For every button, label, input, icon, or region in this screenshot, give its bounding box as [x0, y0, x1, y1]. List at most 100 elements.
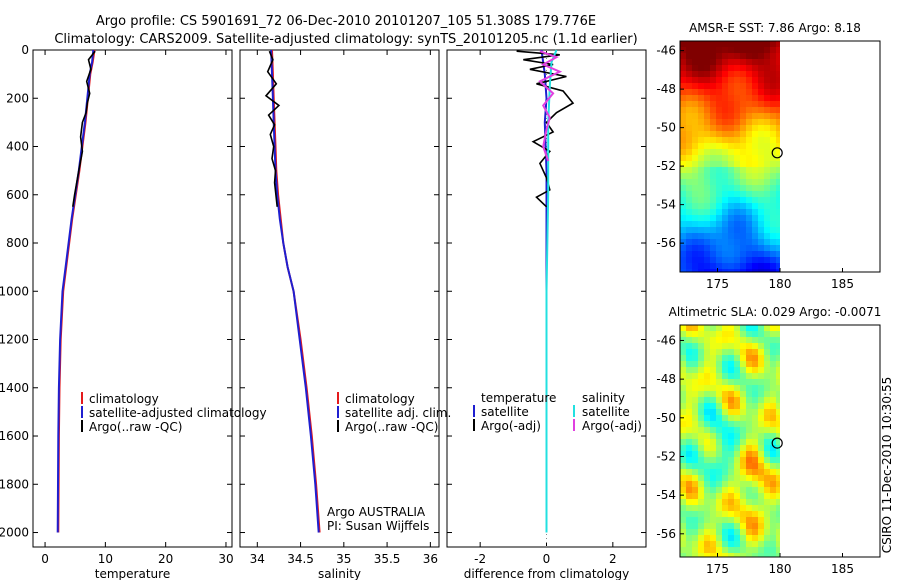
heatmap-cell — [752, 269, 758, 272]
heatmap-cell — [698, 505, 704, 511]
heatmap-cell — [758, 89, 764, 95]
heatmap-cell — [746, 269, 752, 272]
heatmap-cell — [722, 53, 728, 59]
heatmap-cell — [680, 269, 686, 272]
heatmap-cell — [686, 397, 692, 403]
heatmap-cell — [686, 263, 692, 269]
heatmap-cell — [716, 197, 722, 203]
sla-map-panel: Altimetric SLA: 0.029 Argo: -0.0071 175 18… — [656, 305, 881, 576]
heatmap-cell — [680, 439, 686, 445]
heatmap-cell — [716, 263, 722, 269]
heatmap-cell — [704, 421, 710, 427]
heatmap-cell — [746, 131, 752, 137]
heatmap-cell — [722, 439, 728, 445]
heatmap-cell — [704, 541, 710, 547]
heatmap-cell — [698, 367, 704, 373]
heatmap-cell — [728, 47, 734, 53]
heatmap-cell — [722, 487, 728, 493]
heatmap-cell — [710, 355, 716, 361]
heatmap-cell — [716, 409, 722, 415]
heatmap-cell — [752, 475, 758, 481]
map-title: AMSR-E SST: 7.86 Argo: 8.18 — [689, 21, 861, 35]
heatmap-cell — [692, 251, 698, 257]
heatmap-cell — [710, 505, 716, 511]
heatmap-cell — [764, 131, 770, 137]
heatmap-cell — [698, 481, 704, 487]
heatmap-cell — [728, 95, 734, 101]
heatmap-cell — [746, 107, 752, 113]
heatmap-cell — [680, 325, 686, 331]
heatmap-cell — [758, 185, 764, 191]
heatmap-cell — [716, 107, 722, 113]
heatmap-cell — [686, 439, 692, 445]
heatmap-cell — [692, 511, 698, 517]
heatmap-cell — [692, 47, 698, 53]
heatmap-cell — [698, 107, 704, 113]
heatmap-cell — [776, 403, 780, 409]
heatmap-cell — [746, 415, 752, 421]
heatmap-cell — [686, 47, 692, 53]
heatmap-cell — [734, 137, 740, 143]
heatmap-cell — [734, 143, 740, 149]
heatmap-cell — [758, 59, 764, 65]
heatmap-cell — [764, 59, 770, 65]
heatmap-cell — [686, 131, 692, 137]
heatmap-cell — [710, 227, 716, 233]
heatmap-cell — [764, 433, 770, 439]
heatmap-cell — [752, 505, 758, 511]
heatmap-cell — [740, 77, 746, 83]
heatmap-cell — [722, 505, 728, 511]
heatmap-cell — [692, 493, 698, 499]
heatmap-cell — [776, 167, 780, 173]
legend-label: satellite-adjusted climatology — [89, 406, 267, 420]
heatmap-cell — [764, 245, 770, 251]
heatmap-cell — [692, 427, 698, 433]
heatmap-cell — [776, 433, 780, 439]
heatmap-cell — [710, 337, 716, 343]
heatmap-cell — [746, 397, 752, 403]
heatmap-cell — [686, 469, 692, 475]
heatmap-cell — [716, 161, 722, 167]
heatmap-cell — [764, 77, 770, 83]
heatmap-cell — [722, 535, 728, 541]
heatmap-cell — [686, 481, 692, 487]
heatmap-cell — [734, 511, 740, 517]
heatmap-cell — [734, 337, 740, 343]
heatmap-cell — [686, 221, 692, 227]
heatmap-cell — [728, 269, 734, 272]
heatmap-cell — [716, 349, 722, 355]
heatmap-cell — [758, 325, 764, 331]
heatmap-cell — [746, 445, 752, 451]
heatmap-cell — [728, 233, 734, 239]
heatmap-cell — [710, 331, 716, 337]
heatmap-cell — [734, 475, 740, 481]
heatmap-cell — [752, 101, 758, 107]
heatmap-cell — [770, 379, 776, 385]
heatmap-cell — [704, 149, 710, 155]
heatmap-cell — [746, 233, 752, 239]
heatmap-cell — [698, 391, 704, 397]
heatmap-cell — [758, 41, 764, 47]
y-tick-label: -52 — [656, 449, 676, 463]
heatmap-cell — [680, 185, 686, 191]
heatmap-cell — [758, 415, 764, 421]
heatmap-cell — [680, 529, 686, 535]
heatmap-cell — [722, 367, 728, 373]
heatmap-cell — [698, 331, 704, 337]
heatmap-cell — [680, 203, 686, 209]
heatmap-cell — [716, 41, 722, 47]
heatmap-cell — [692, 547, 698, 553]
heatmap-cell — [734, 409, 740, 415]
legend-header: temperature — [481, 391, 556, 405]
heatmap-cell — [746, 221, 752, 227]
heatmap-cell — [770, 409, 776, 415]
heatmap-cell — [680, 349, 686, 355]
title-line2: Climatology: CARS2009. Satellite-adjuste… — [54, 32, 637, 47]
heatmap-cell — [698, 203, 704, 209]
heatmap-cell — [734, 451, 740, 457]
heatmap-cell — [704, 107, 710, 113]
heatmap-cell — [740, 107, 746, 113]
x-axis-label: salinity — [318, 567, 361, 580]
heatmap-cell — [710, 493, 716, 499]
